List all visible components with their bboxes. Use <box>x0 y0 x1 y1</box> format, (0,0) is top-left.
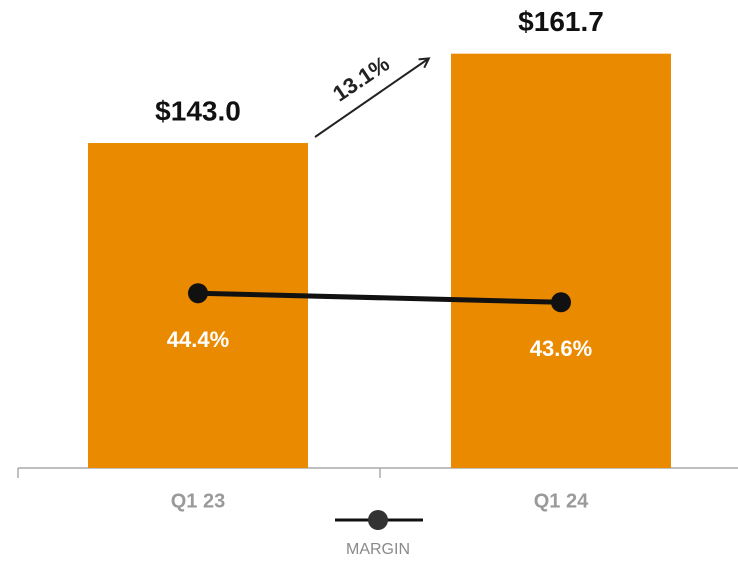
bar-value-label: $143.0 <box>155 95 241 126</box>
margin-line <box>197 290 562 305</box>
x-tick-label: Q1 23 <box>171 490 225 512</box>
bar <box>88 143 308 468</box>
growth-arrow <box>314 59 428 138</box>
margin-point <box>551 292 571 313</box>
margin-value-label: 44.4% <box>167 327 229 352</box>
bar-value-label: $161.7 <box>518 6 604 37</box>
margin-value-label: 43.6% <box>530 336 592 361</box>
bar <box>451 53 671 469</box>
growth-annotation: 13.1% <box>328 51 394 107</box>
margin-point <box>188 283 208 304</box>
legend-marker <box>368 510 388 530</box>
x-tick-label: Q1 24 <box>534 490 589 512</box>
legend-label: MARGIN <box>346 541 410 558</box>
